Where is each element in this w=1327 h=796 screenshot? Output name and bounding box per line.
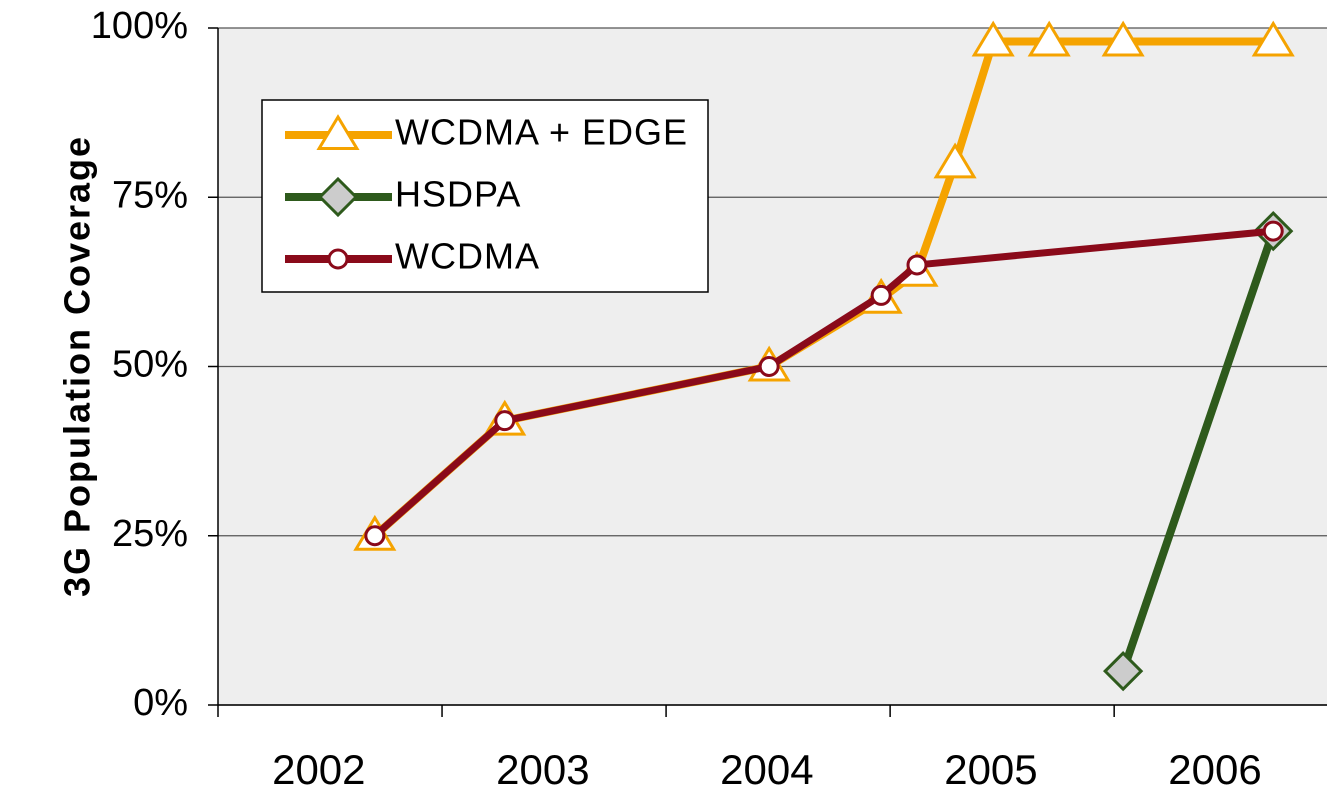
legend-label: WCDMA + EDGE [395, 112, 688, 153]
marker [1251, 20, 1295, 57]
x-tick-label: 2002 [272, 746, 365, 793]
y-tick-label: 50% [112, 344, 188, 386]
y-tick-label: 75% [112, 174, 188, 216]
x-tick-label: 2004 [720, 746, 813, 793]
marker [316, 114, 360, 150]
series-line [372, 227, 1274, 539]
marker [933, 142, 977, 179]
legend-label: HSDPA [395, 174, 521, 215]
marker [971, 20, 1015, 57]
y-tick-label: 25% [112, 513, 188, 555]
marker [1027, 20, 1071, 57]
x-tick-label: 2006 [1168, 746, 1261, 793]
y-tick-label: 0% [133, 682, 188, 724]
x-tick-label: 2003 [496, 746, 589, 793]
marker [364, 525, 386, 547]
y-tick-label: 100% [91, 5, 188, 47]
marker [327, 248, 349, 270]
marker [870, 284, 892, 306]
marker [906, 254, 928, 276]
y-axis-label: 3G Population Coverage [57, 135, 98, 597]
series-line [1119, 229, 1278, 673]
marker [1101, 20, 1145, 57]
legend-label: WCDMA [395, 236, 540, 277]
x-tick-label: 2005 [944, 746, 1037, 793]
marker [494, 410, 516, 432]
marker [758, 356, 780, 377]
marker [1262, 220, 1284, 242]
marker [317, 176, 359, 218]
marker [1103, 651, 1144, 692]
